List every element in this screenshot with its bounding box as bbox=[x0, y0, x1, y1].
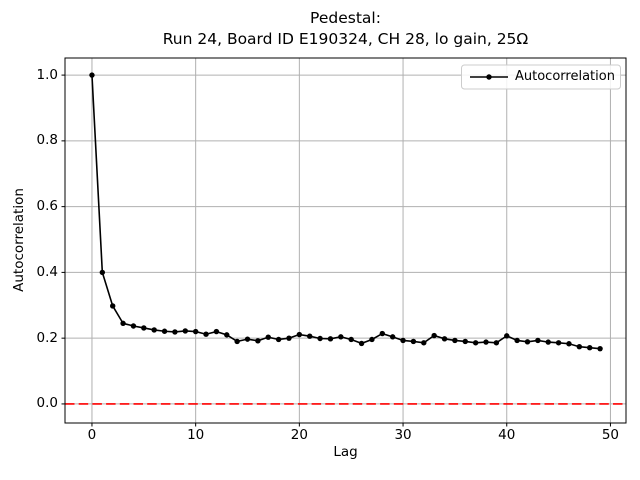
data-point-marker bbox=[483, 339, 489, 345]
data-point-marker bbox=[234, 338, 240, 345]
data-point-marker bbox=[389, 334, 396, 340]
data-point-marker bbox=[182, 328, 188, 334]
data-point-marker bbox=[348, 336, 354, 343]
data-point-marker bbox=[141, 325, 147, 331]
data-point-marker bbox=[99, 269, 106, 276]
x-tick-label: 30 bbox=[394, 427, 412, 443]
data-point-marker bbox=[452, 337, 458, 344]
data-point-marker bbox=[203, 331, 209, 337]
data-point-marker bbox=[379, 330, 386, 337]
plot-frame bbox=[64, 57, 627, 424]
data-point-marker bbox=[296, 331, 303, 338]
data-point-marker bbox=[286, 335, 292, 341]
data-point-marker bbox=[172, 329, 178, 335]
data-point-marker bbox=[275, 336, 282, 343]
data-point-marker bbox=[161, 328, 168, 334]
data-point-marker bbox=[369, 336, 375, 343]
data-point-marker bbox=[89, 72, 95, 78]
data-point-marker bbox=[224, 332, 230, 338]
x-tick-label: 0 bbox=[87, 427, 97, 443]
chart-title-line-1: Pedestal: bbox=[310, 9, 381, 27]
data-point-marker bbox=[535, 337, 541, 344]
y-tick-label: 0.8 bbox=[36, 132, 58, 149]
data-point-marker bbox=[110, 303, 116, 309]
data-point-marker bbox=[265, 334, 271, 340]
data-point-marker bbox=[587, 345, 593, 351]
data-point-marker bbox=[524, 339, 531, 345]
data-point-marker bbox=[410, 338, 417, 345]
data-point-marker bbox=[441, 336, 448, 342]
data-point-marker bbox=[192, 328, 199, 335]
data-point-marker bbox=[358, 340, 365, 347]
data-point-marker bbox=[421, 340, 427, 346]
data-point-marker bbox=[431, 332, 437, 339]
data-point-marker bbox=[504, 333, 510, 339]
legend-label: Autocorrelation bbox=[515, 69, 615, 84]
data-point-marker bbox=[130, 323, 137, 329]
y-tick-label: 0.4 bbox=[36, 263, 58, 280]
data-point-marker bbox=[493, 340, 500, 346]
y-tick-label: 0.2 bbox=[36, 329, 58, 346]
data-point-marker bbox=[327, 336, 334, 342]
x-axis-label: Lag bbox=[333, 444, 358, 460]
data-point-marker bbox=[472, 340, 479, 346]
legend-box bbox=[461, 64, 621, 90]
x-tick-label: 40 bbox=[498, 427, 516, 443]
data-point-marker bbox=[213, 328, 220, 335]
x-tick-label: 50 bbox=[601, 427, 620, 443]
data-point-marker bbox=[120, 320, 126, 327]
y-tick-label: 0.0 bbox=[36, 395, 58, 412]
data-point-marker bbox=[255, 338, 261, 344]
data-point-marker bbox=[514, 337, 520, 344]
data-point-marker bbox=[597, 345, 603, 352]
data-point-marker bbox=[244, 336, 251, 342]
data-point-marker bbox=[555, 340, 562, 346]
data-point-marker bbox=[576, 344, 583, 350]
chart-title-line-2: Run 24, Board ID E190324, CH 28, lo gain… bbox=[162, 30, 529, 48]
data-point-marker bbox=[317, 335, 323, 342]
data-point-marker bbox=[338, 334, 344, 340]
x-tick-label: 20 bbox=[290, 427, 308, 443]
y-tick-label: 1.0 bbox=[36, 66, 58, 83]
data-point-marker bbox=[307, 333, 313, 339]
data-point-marker bbox=[400, 337, 406, 344]
x-tick-label: 10 bbox=[187, 427, 205, 443]
data-point-marker bbox=[545, 339, 551, 345]
autocorrelation-line bbox=[91, 75, 601, 350]
data-point-marker bbox=[151, 327, 157, 333]
data-point-marker bbox=[566, 341, 572, 347]
y-tick-label: 0.6 bbox=[36, 198, 58, 215]
legend-marker-sample bbox=[486, 74, 492, 80]
data-point-marker bbox=[462, 338, 468, 345]
